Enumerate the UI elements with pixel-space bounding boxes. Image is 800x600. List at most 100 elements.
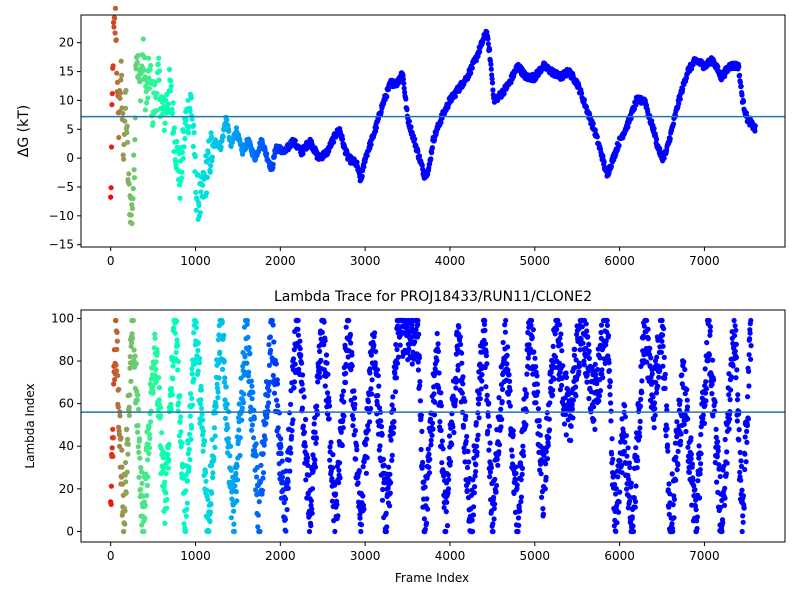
- lambda-data-point: [330, 452, 336, 458]
- dg-data-point: [171, 129, 177, 135]
- lambda-data-point: [732, 348, 738, 354]
- dg-data-point: [129, 205, 136, 212]
- dg-y-tick-label: 20: [59, 36, 74, 50]
- lambda-data-point: [297, 338, 303, 344]
- lambda-data-point: [459, 360, 465, 366]
- lambda-data-point: [290, 356, 297, 362]
- lambda-data-point: [380, 456, 386, 462]
- lambda-data-point: [269, 317, 275, 324]
- lambda-data-point: [661, 326, 667, 332]
- lambda-data-point: [622, 403, 628, 409]
- lambda-data-point: [266, 342, 272, 348]
- lambda-data-point: [460, 381, 466, 387]
- lambda-data-point: [150, 384, 156, 390]
- lambda-data-point: [355, 480, 361, 486]
- lambda-data-point: [438, 390, 444, 396]
- lambda-y-axis-label: Lambda Index: [23, 383, 37, 468]
- lambda-data-point: [573, 384, 579, 390]
- lambda-data-point: [333, 491, 339, 497]
- lambda-data-point: [245, 334, 251, 340]
- dg-data-point: [156, 55, 162, 61]
- lambda-data-point: [681, 421, 687, 427]
- lambda-points: [108, 317, 754, 535]
- lambda-data-point: [599, 367, 605, 373]
- lambda-data-point: [694, 525, 700, 532]
- lambda-data-point: [313, 440, 319, 446]
- lambda-data-point: [334, 501, 340, 508]
- lambda-data-point: [624, 453, 630, 459]
- lambda-data-point: [358, 528, 364, 535]
- lambda-data-point: [550, 387, 556, 393]
- dg-data-point: [752, 123, 758, 129]
- lambda-data-point: [266, 362, 272, 368]
- dg-data-point: [191, 130, 197, 136]
- lambda-y-tick-label: 20: [59, 482, 74, 496]
- lambda-data-point: [261, 442, 267, 448]
- lambda-data-point: [531, 349, 537, 355]
- lambda-data-point: [712, 408, 718, 414]
- lambda-data-point: [615, 474, 621, 480]
- lambda-data-point: [655, 383, 661, 389]
- dg-data-point: [137, 79, 143, 85]
- dg-data-point: [112, 30, 118, 36]
- lambda-data-point: [673, 454, 679, 460]
- lambda-data-point: [637, 403, 644, 409]
- lambda-data-point: [460, 374, 466, 380]
- dg-data-point: [292, 138, 298, 144]
- lambda-data-point: [733, 341, 739, 347]
- lambda-data-point: [469, 517, 475, 523]
- lambda-data-point: [640, 333, 647, 339]
- lambda-data-point: [633, 483, 639, 489]
- lambda-data-point: [119, 464, 125, 470]
- lambda-data-point: [703, 379, 709, 385]
- dg-y-tick-label: −10: [49, 209, 74, 223]
- lambda-data-point: [278, 450, 284, 457]
- lambda-data-point: [283, 468, 289, 474]
- lambda-data-point: [392, 389, 399, 395]
- lambda-data-point: [164, 496, 170, 502]
- lambda-y-tick-label: 80: [59, 354, 74, 368]
- lambda-data-point: [744, 439, 750, 445]
- lambda-data-point: [417, 383, 423, 389]
- lambda-data-point: [475, 432, 481, 438]
- lambda-data-point: [580, 340, 586, 346]
- lambda-data-point: [139, 522, 145, 528]
- lambda-data-point: [470, 528, 476, 535]
- lambda-data-point: [109, 445, 115, 451]
- lambda-data-point: [504, 352, 510, 358]
- lambda-data-point: [123, 479, 129, 485]
- lambda-data-point: [285, 478, 291, 485]
- lambda-data-point: [274, 377, 280, 383]
- lambda-data-point: [518, 477, 524, 483]
- dg-data-point: [114, 70, 120, 76]
- dg-data-point: [428, 156, 434, 162]
- lambda-data-point: [416, 331, 422, 337]
- lambda-data-point: [694, 514, 701, 520]
- lambda-data-point: [186, 464, 192, 470]
- lambda-data-point: [722, 495, 728, 501]
- lambda-data-point: [163, 471, 169, 477]
- dg-data-point: [359, 173, 365, 179]
- lambda-data-point: [710, 357, 716, 363]
- lambda-data-point: [166, 441, 172, 448]
- lambda-data-point: [361, 506, 367, 512]
- lambda-data-point: [625, 445, 631, 451]
- lambda-data-point: [722, 436, 728, 443]
- lambda-data-point: [490, 528, 496, 535]
- lambda-data-point: [326, 403, 333, 409]
- dg-data-point: [739, 92, 745, 98]
- lambda-data-point: [512, 478, 518, 484]
- lambda-data-point: [491, 494, 497, 500]
- lambda-data-point: [295, 332, 301, 338]
- lambda-data-point: [285, 485, 291, 491]
- lambda-data-point: [250, 389, 256, 395]
- lambda-data-point: [287, 468, 293, 474]
- lambda-data-point: [341, 399, 347, 405]
- lambda-data-point: [308, 523, 314, 529]
- lambda-data-point: [639, 378, 645, 384]
- lambda-data-point: [715, 448, 721, 454]
- lambda-data-point: [157, 405, 164, 411]
- lambda-data-point: [606, 368, 613, 374]
- lambda-data-point: [505, 344, 511, 350]
- lambda-data-point: [352, 428, 358, 434]
